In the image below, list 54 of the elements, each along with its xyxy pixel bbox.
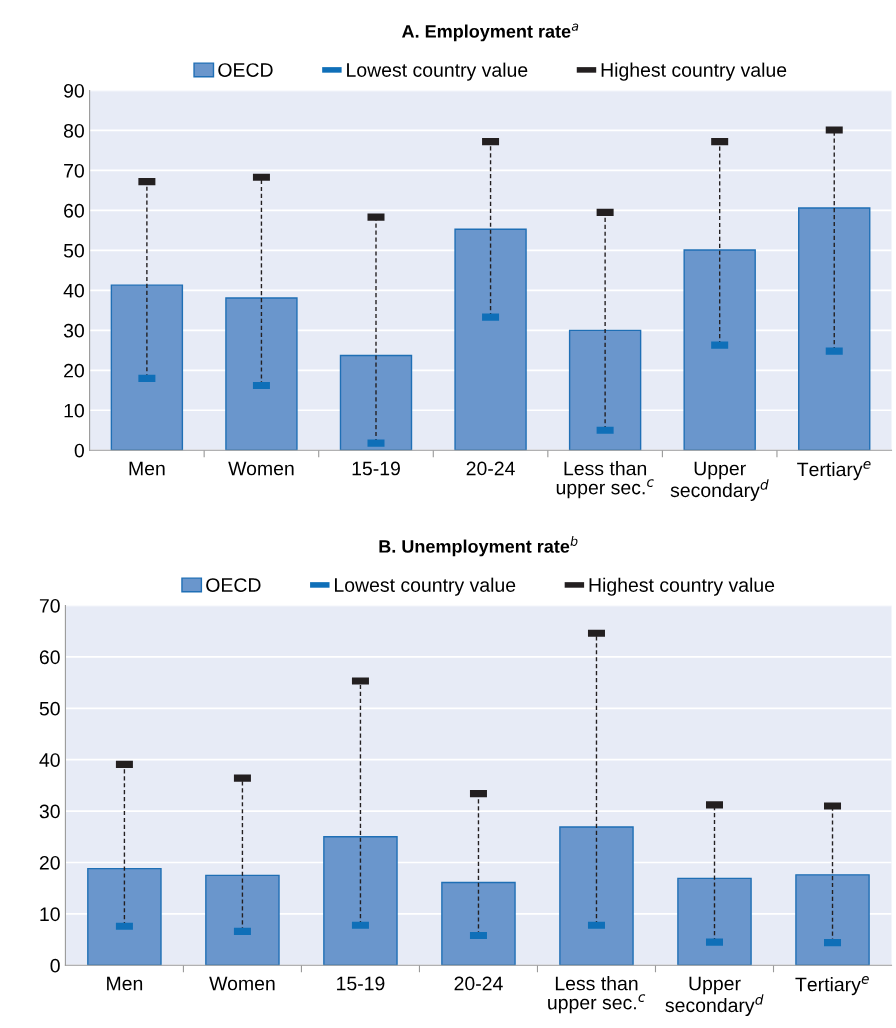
x-tick-label: Tertiary$^{e}$: [797, 461, 871, 481]
x-tick-label: Men: [107, 976, 143, 991]
bar: [110, 284, 184, 451]
x-tick-label: Women: [228, 461, 294, 476]
y-tick-label: 50: [39, 701, 60, 716]
y-tick-label: 20: [64, 363, 84, 378]
y-tick-label: 20: [39, 855, 60, 870]
bar: [798, 207, 871, 451]
bar: [454, 228, 527, 451]
x-tick-label: Women: [209, 976, 275, 991]
bar: [677, 877, 752, 966]
chart-title: B. Unemployment rate$^{b}$: [379, 536, 578, 557]
y-tick-label: 70: [64, 163, 84, 178]
bar: [323, 836, 398, 966]
y-tick-label: 0: [74, 443, 84, 458]
legend-label: OECD: [206, 578, 261, 592]
bar: [339, 354, 413, 451]
bar: [795, 874, 870, 966]
x-tick-label: Less than upper sec.$^{c}$: [548, 976, 646, 1014]
x-tick-label: 15-19: [337, 976, 385, 991]
x-tick-label: Tertiary$^{e}$: [795, 976, 869, 996]
y-tick-label: 40: [63, 283, 84, 298]
chart-title: A. Employment rate$^{a}$: [401, 23, 579, 42]
bar: [683, 249, 756, 451]
legend-label: Highest country value: [589, 577, 775, 596]
x-tick-label: Less than upper sec.$^{c}$: [556, 461, 654, 499]
x-tick-label: 20-24: [454, 976, 503, 991]
bar: [568, 329, 642, 451]
bar: [87, 867, 162, 966]
legend-label: Lowest country value: [335, 577, 516, 596]
bar: [225, 297, 298, 451]
y-tick-label: 40: [39, 753, 60, 767]
legend-label: OECD: [218, 63, 273, 77]
y-tick-label: 50: [63, 243, 84, 258]
bar: [559, 826, 634, 966]
y-tick-label: 60: [64, 203, 84, 218]
bar: [441, 881, 516, 966]
x-tick-label: Upper secondary$^{d}$: [670, 461, 769, 501]
y-tick-label: 10: [64, 403, 84, 418]
y-tick-label: 10: [40, 907, 60, 922]
y-tick-label: 30: [63, 323, 84, 338]
y-tick-label: 30: [39, 804, 60, 819]
x-tick-label: Upper secondary$^{d}$: [665, 976, 764, 1017]
y-tick-label: 60: [39, 650, 60, 665]
y-tick-label: 70: [39, 598, 60, 613]
x-tick-label: 15-19: [352, 461, 400, 476]
y-tick-label: 90: [64, 83, 84, 98]
y-tick-label: 80: [63, 123, 84, 138]
x-tick-label: 20-24: [466, 461, 515, 476]
legend-label: Highest country value: [601, 62, 787, 81]
bar: [205, 874, 280, 966]
y-tick-label: 0: [50, 958, 60, 973]
legend-label: Lowest country value: [347, 62, 528, 81]
x-tick-label: Men: [129, 461, 165, 476]
